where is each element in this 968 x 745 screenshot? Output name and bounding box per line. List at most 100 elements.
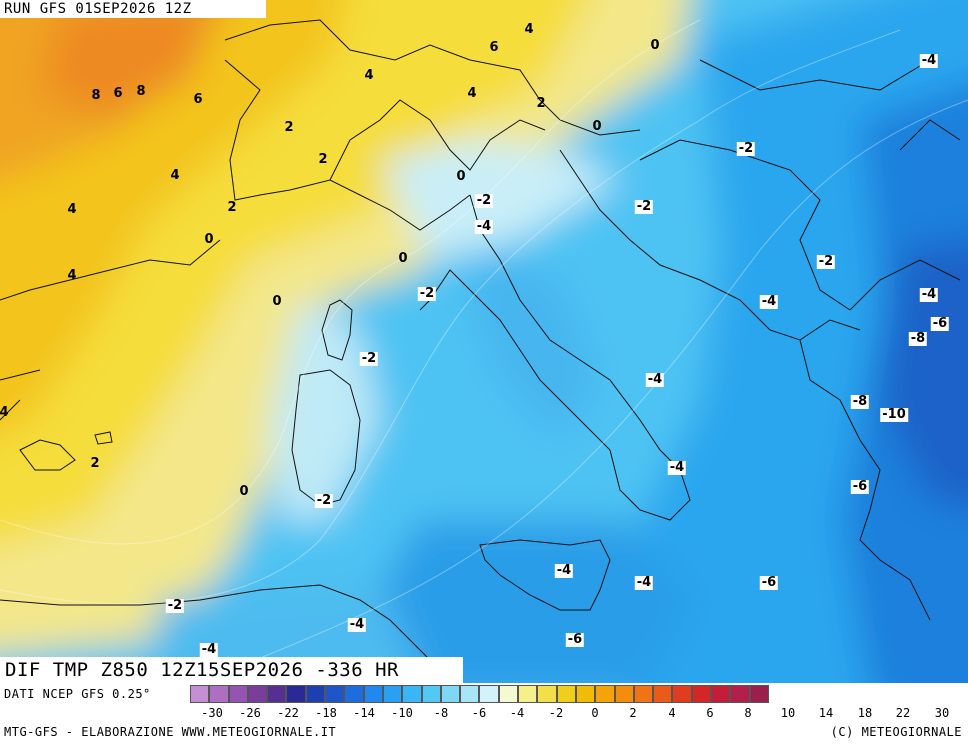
scale-tick-label: 22 — [895, 706, 911, 720]
contour-label: -2 — [474, 193, 494, 208]
color-swatch — [209, 685, 229, 703]
color-scale-ticks: -30 -26 -22 -18 -14 -10 -8 -6 -4 -2 0 2 4 6 8 10 14 18 22 3… — [190, 706, 966, 722]
contour-label: 0 — [239, 484, 249, 499]
color-swatch — [460, 685, 480, 703]
contour-label: -2 — [634, 199, 654, 214]
scale-tick-label: 10 — [780, 706, 796, 720]
contour-label: 8 — [91, 88, 101, 103]
color-swatch — [421, 685, 441, 703]
color-swatch — [595, 685, 615, 703]
contour-label: -2 — [359, 351, 379, 366]
scale-tick-label: 6 — [706, 706, 714, 720]
contour-label: 4 — [0, 405, 9, 420]
scale-tick-label: -8 — [433, 706, 449, 720]
contour-label: 0 — [650, 38, 660, 53]
contour-label: -2 — [314, 493, 334, 508]
color-swatch — [749, 685, 769, 703]
contour-label: 0 — [204, 232, 214, 247]
contour-label: -6 — [930, 316, 950, 331]
contour-label: -2 — [165, 598, 185, 613]
contour-label: -8 — [850, 394, 870, 409]
color-swatch — [691, 685, 712, 703]
contour-label: -6 — [850, 479, 870, 494]
contour-label: 0 — [592, 119, 602, 134]
scale-tick-label: 0 — [591, 706, 599, 720]
contour-label: -4 — [474, 219, 494, 234]
scale-tick-label: -14 — [353, 706, 375, 720]
color-swatch — [228, 685, 248, 703]
scale-tick-label: -2 — [548, 706, 564, 720]
color-swatch — [267, 685, 287, 703]
contour-label: 0 — [398, 251, 408, 266]
color-swatch — [440, 685, 461, 703]
color-swatch — [479, 685, 499, 703]
contour-label: -6 — [565, 632, 585, 647]
scale-tick-label: -22 — [277, 706, 299, 720]
contour-label: -4 — [645, 372, 665, 387]
contour-label: 2 — [284, 120, 294, 135]
contour-label: -2 — [417, 286, 437, 301]
color-scale — [190, 685, 769, 703]
color-swatch — [575, 685, 596, 703]
contour-label: 2 — [318, 152, 328, 167]
contour-label: 2 — [227, 200, 237, 215]
map-canvas — [0, 0, 968, 683]
contour-label: -2 — [736, 141, 756, 156]
color-swatch — [556, 685, 576, 703]
temperature-anomaly-map: 4 6 0 -4 8 6 8 6 4 4 2 0 2 2 -2 4 0 -2 4 2 -2 0 -4 0 -2 4 0 -2 -4 -4-… — [0, 0, 968, 683]
run-title: RUN GFS 01SEP2026 12Z — [0, 0, 266, 18]
contour-label: 6 — [489, 40, 499, 55]
source-label: DATI NCEP GFS 0.25° — [4, 687, 151, 701]
color-swatch — [672, 685, 692, 703]
scale-tick-label: 30 — [934, 706, 950, 720]
borders — [0, 19, 961, 683]
color-swatch — [344, 685, 364, 703]
contour-label: 4 — [364, 68, 374, 83]
scale-tick-label: 2 — [629, 706, 637, 720]
scale-tick-label: -30 — [201, 706, 223, 720]
contour-label: -2 — [816, 254, 836, 269]
contour-label: 8 — [136, 84, 146, 99]
color-swatch — [325, 685, 345, 703]
contour-label: 4 — [170, 168, 180, 183]
contour-label: -4 — [634, 575, 654, 590]
scale-tick-label: -26 — [239, 706, 261, 720]
scale-tick-label: 18 — [857, 706, 873, 720]
scale-tick-label: -6 — [471, 706, 487, 720]
color-swatch — [730, 685, 750, 703]
field-title: DIF TMP Z850 12Z15SEP2026 -336 HR — [0, 657, 463, 683]
color-swatch — [363, 685, 383, 703]
footer-copyright: (C) METEOGIORNALE — [830, 725, 962, 739]
contour-label: -4 — [199, 642, 219, 657]
color-swatch — [286, 685, 306, 703]
contour-label: 4 — [467, 86, 477, 101]
color-swatch — [653, 685, 673, 703]
scale-tick-label: -10 — [391, 706, 413, 720]
color-swatch — [247, 685, 268, 703]
contour-label: 6 — [193, 92, 203, 107]
color-swatch — [190, 685, 210, 703]
contour-label: -4 — [759, 294, 779, 309]
color-swatch — [518, 685, 538, 703]
contour-label: 6 — [113, 86, 123, 101]
scale-tick-label: 4 — [668, 706, 676, 720]
color-swatch — [402, 685, 422, 703]
color-swatch — [537, 685, 557, 703]
contour-label: -4 — [347, 617, 367, 632]
color-swatch — [633, 685, 654, 703]
contour-label: 0 — [272, 294, 282, 309]
contour-label: 0 — [456, 169, 466, 184]
contour-label: -4 — [919, 287, 939, 302]
contour-label: -8 — [908, 331, 928, 346]
contour-label: -4 — [667, 460, 687, 475]
contour-label: 2 — [90, 456, 100, 471]
color-swatch — [711, 685, 731, 703]
scale-tick-label: -18 — [315, 706, 337, 720]
scale-tick-label: -4 — [509, 706, 525, 720]
contour-label: 4 — [524, 22, 534, 37]
color-swatch — [305, 685, 326, 703]
scale-tick-label: 14 — [818, 706, 834, 720]
contour-label: 4 — [67, 202, 77, 217]
contour-label: -4 — [919, 53, 939, 68]
contour-label: -4 — [554, 563, 574, 578]
